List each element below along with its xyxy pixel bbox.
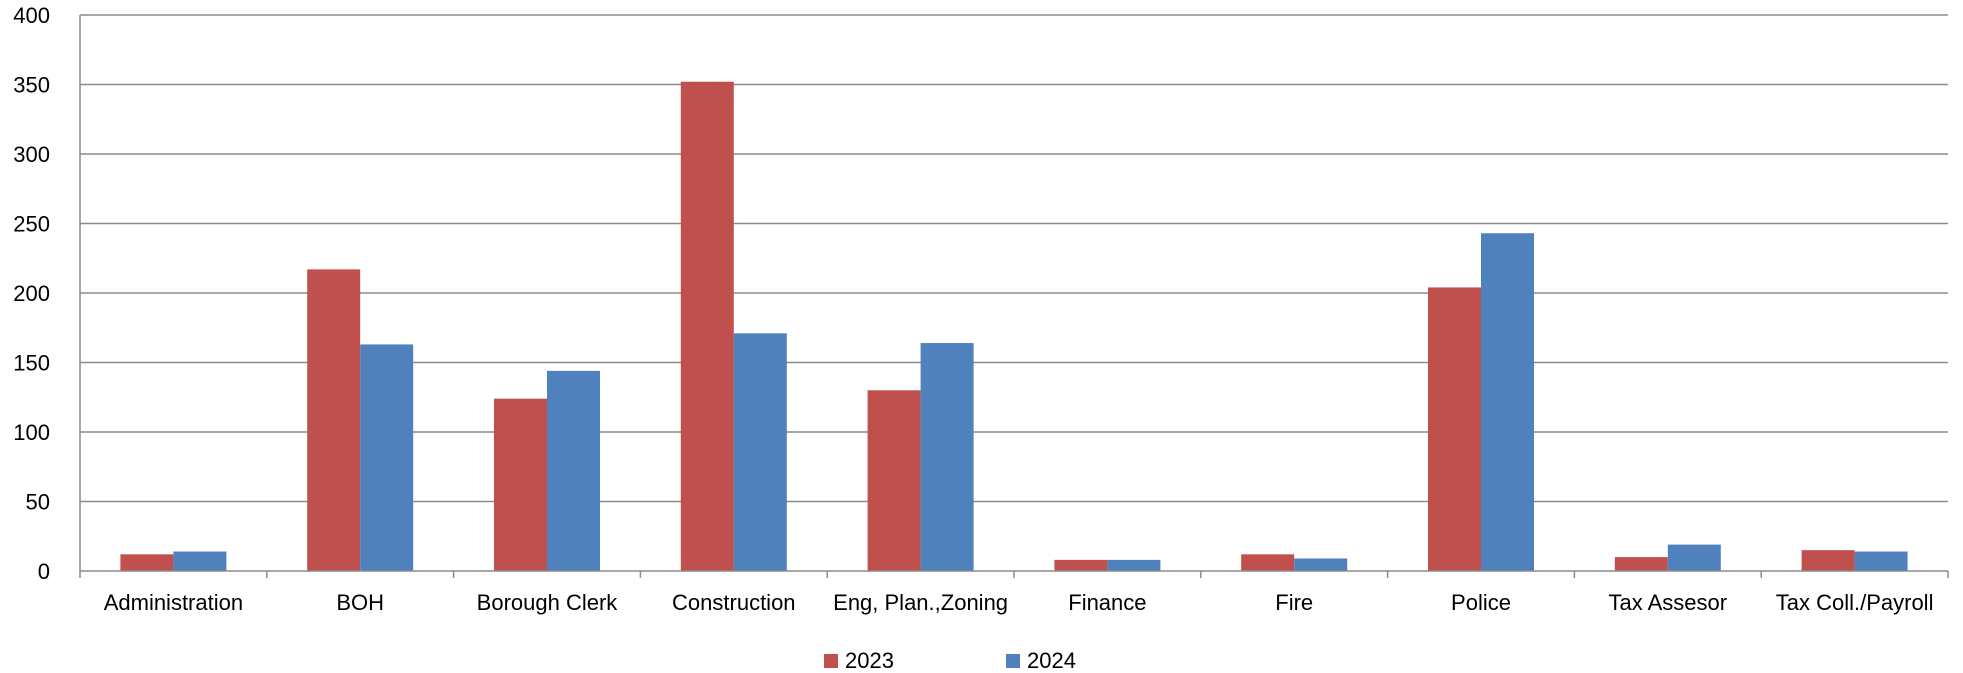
x-tick-label: Tax Assesor xyxy=(1608,590,1727,615)
x-tick-label: Fire xyxy=(1275,590,1313,615)
x-tick-label: Administration xyxy=(104,590,243,615)
y-tick-label: 0 xyxy=(38,559,50,584)
bar-2024-tax-coll-payroll xyxy=(1854,551,1908,571)
legend-swatch-2023 xyxy=(824,654,838,668)
x-tick-label: BOH xyxy=(336,590,384,615)
bar-2023-construction xyxy=(680,81,734,571)
y-tick-label: 350 xyxy=(13,73,50,98)
bar-2023-eng-plan-zoning xyxy=(867,390,921,571)
x-tick-label: Eng, Plan.,Zoning xyxy=(833,590,1008,615)
axes xyxy=(79,15,1949,578)
bar-2023-administration xyxy=(120,554,174,571)
y-tick-label: 100 xyxy=(13,420,50,445)
bar-2023-tax-assesor xyxy=(1614,557,1668,571)
y-tick-labels: 0 50 100 150 200 250 300 350 400 xyxy=(13,3,50,584)
x-tick-label: Construction xyxy=(672,590,796,615)
y-tick-label: 300 xyxy=(13,142,50,167)
legend: 2023 2024 xyxy=(824,648,1076,673)
bar-2024-finance xyxy=(1107,559,1161,571)
y-tick-label: 200 xyxy=(13,281,50,306)
y-tick-label: 50 xyxy=(26,490,50,515)
bar-2024-fire xyxy=(1294,558,1348,571)
bar-2024-construction xyxy=(733,333,787,571)
y-tick-label: 250 xyxy=(13,212,50,237)
bar-2024-police xyxy=(1481,233,1534,572)
x-tick-label: Borough Clerk xyxy=(477,590,619,615)
x-tick-label: Finance xyxy=(1068,590,1146,615)
bar-2024-borough-clerk xyxy=(547,370,600,571)
y-tick-label: 400 xyxy=(13,3,50,28)
bar-2023-police xyxy=(1428,287,1481,571)
x-tick-labels: Administration BOH Borough Clerk Constructi… xyxy=(104,590,1934,615)
bar-2024-boh xyxy=(360,344,414,571)
bar-2023-boh xyxy=(307,269,361,571)
bar-2024-tax-assesor xyxy=(1667,544,1721,571)
legend-label-2024: 2024 xyxy=(1027,648,1076,673)
bars xyxy=(120,81,1908,572)
bar-2024-administration xyxy=(173,551,227,571)
legend-label-2023: 2023 xyxy=(845,648,894,673)
bar-2023-tax-coll-payroll xyxy=(1801,550,1855,571)
legend-swatch-2024 xyxy=(1006,654,1020,668)
bar-2024-eng-plan-zoning xyxy=(920,343,974,571)
bar-2023-finance xyxy=(1054,559,1108,571)
x-tick-label: Tax Coll./Payroll xyxy=(1776,590,1934,615)
bar-2023-borough-clerk xyxy=(494,398,547,571)
y-tick-label: 150 xyxy=(13,351,50,376)
x-tick-label: Police xyxy=(1451,590,1511,615)
bar-2023-fire xyxy=(1241,554,1295,571)
